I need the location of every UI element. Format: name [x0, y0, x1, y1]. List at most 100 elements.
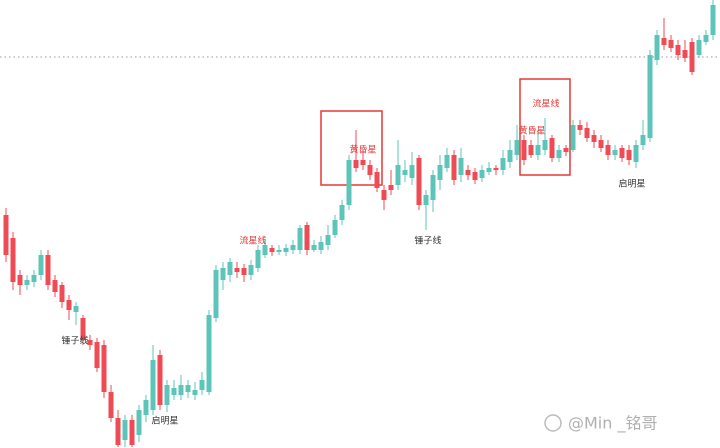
highlight-box [519, 78, 571, 176]
candle-body [185, 385, 191, 392]
annotation: 流星线 [239, 235, 266, 247]
candle-body [633, 145, 639, 162]
candle-body [535, 145, 541, 155]
candle-body [703, 35, 709, 42]
annotation: 启明星 [151, 415, 178, 427]
annotation: 流星线 [532, 98, 559, 110]
candle-body [374, 172, 380, 188]
candle-body [549, 138, 555, 158]
candle-body [465, 170, 471, 175]
candle-body [381, 190, 387, 200]
candle-body [129, 420, 135, 445]
candle-body [283, 248, 289, 252]
candle-body [640, 135, 646, 145]
candle-body [3, 215, 9, 255]
candle-body [570, 125, 576, 150]
candle-body [297, 228, 303, 250]
annotation: 黄昏星 [349, 144, 376, 156]
candle-body [430, 175, 436, 200]
annotation: 启明星 [618, 178, 645, 190]
candle-body [360, 160, 366, 165]
candle-body [108, 392, 114, 418]
candle-body [73, 306, 79, 312]
candle-body [395, 165, 401, 185]
candle-body [304, 225, 310, 250]
candle-body [346, 160, 352, 205]
candle-body [87, 340, 93, 345]
candle-body [598, 140, 604, 148]
candle-body [710, 5, 716, 35]
candle-body [577, 125, 583, 130]
candle-body [388, 185, 394, 190]
candle-body [605, 145, 611, 155]
candle-body [521, 140, 527, 160]
candle-body [619, 148, 625, 158]
candle-body [318, 242, 324, 250]
candle-body [367, 165, 373, 175]
candle-body [59, 285, 65, 302]
candle-body [213, 270, 219, 318]
candle-body [80, 318, 86, 340]
candle-body [178, 385, 184, 395]
candle-body [472, 172, 478, 180]
candle-body [451, 155, 457, 180]
candle-body [171, 388, 177, 395]
candle-body [500, 158, 506, 170]
candle-body [507, 150, 513, 162]
candle-body [269, 248, 275, 252]
candle-body [192, 390, 198, 395]
candle-body [332, 220, 338, 235]
candle-body [241, 268, 247, 275]
candle-body [486, 168, 492, 172]
candle-body [353, 160, 359, 168]
candle-body [255, 250, 261, 268]
candle-body [115, 418, 121, 445]
candle-body [626, 150, 632, 160]
candle-body [514, 140, 520, 155]
candle-body [542, 140, 548, 150]
candle-body [661, 38, 667, 45]
candle-body [52, 280, 58, 292]
annotation: 锤子线 [414, 235, 441, 247]
candle-body [234, 268, 240, 272]
candle-body [556, 150, 562, 158]
candle-body [423, 195, 429, 205]
candle-body [584, 128, 590, 138]
candle-body [647, 55, 653, 138]
candle-body [227, 262, 233, 275]
candle-body [10, 238, 16, 282]
annotation: 黄昏星 [518, 125, 545, 137]
candle-body [444, 155, 450, 168]
candle-body [325, 235, 331, 245]
candle-body [31, 275, 37, 282]
candle-body [416, 158, 422, 205]
candle-body [612, 150, 618, 155]
candle-body [675, 45, 681, 55]
candle-body [493, 168, 499, 170]
watermark-icon [544, 414, 562, 432]
candle-body [563, 148, 569, 152]
candle-body [311, 245, 317, 250]
candle-body [437, 165, 443, 180]
candle-body [339, 205, 345, 220]
candle-body [276, 250, 282, 252]
candle-body [654, 35, 660, 60]
candle-body [682, 50, 688, 58]
candle-body [157, 355, 163, 405]
candle-body [479, 170, 485, 178]
candle-body [689, 42, 695, 72]
candle-body [668, 40, 674, 48]
candle-body [290, 245, 296, 250]
candle-body [150, 360, 156, 410]
candle-body [696, 40, 702, 55]
candle-body [122, 420, 128, 440]
candle-body [458, 158, 464, 175]
candle-body [220, 268, 226, 280]
candle-body [101, 345, 107, 392]
candle-body [164, 385, 170, 405]
candle-body [402, 170, 408, 175]
candle-body [199, 380, 205, 390]
candle-body [206, 315, 212, 392]
candle-body [591, 135, 597, 142]
